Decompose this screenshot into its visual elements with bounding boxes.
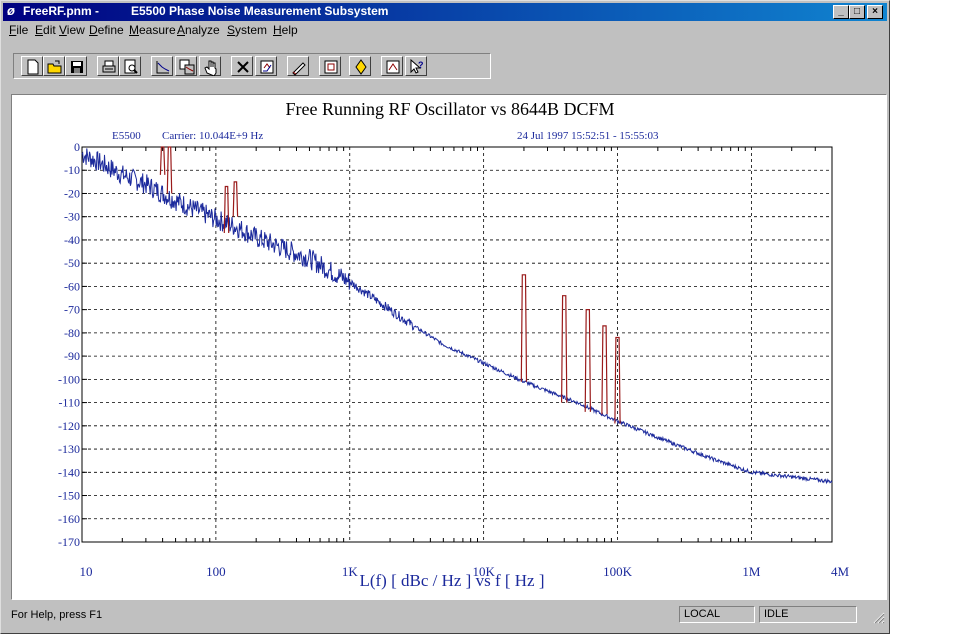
plot-area[interactable]: Free Running RF Oscillator vs 8644B DCFM… [11,94,887,600]
new-button[interactable] [21,56,43,76]
clear-icon [237,61,249,73]
new-icon [27,59,39,75]
graph-button[interactable] [151,56,173,76]
scale-button[interactable] [381,56,403,76]
print-button[interactable] [97,56,119,76]
status-bar: For Help, press F1 LOCAL IDLE [3,604,887,626]
table-button[interactable] [319,56,341,76]
marker-button[interactable] [349,56,371,76]
y-tick-label: -20 [64,186,80,200]
title-bar[interactable]: ø FreeRF.pnm - E5500 Phase Noise Measure… [3,3,887,21]
help-pointer-icon: ? [410,58,424,74]
plot-frame [81,146,833,543]
x-tick-label: 100K [603,564,633,579]
edit-graph-button[interactable] [287,56,309,76]
svg-text:?: ? [418,60,424,70]
y-tick-label: -160 [58,512,80,526]
carrier-label: Carrier: 10.044E+9 Hz [162,130,263,142]
print-preview-icon [124,59,138,74]
y-tick-label: 0 [74,140,80,154]
pan-hand-icon [204,60,217,76]
menu-bar: File Edit View Define Measure Analyze System He… [3,21,887,39]
spur-mark [166,146,173,194]
y-tick-label: -130 [58,442,80,456]
y-tick-label: -50 [64,256,80,270]
instrument-label: E5500 [112,130,141,142]
menu-define[interactable]: Define [89,23,124,37]
status-state: IDLE [759,606,857,623]
y-tick-label: -10 [64,163,80,177]
toolbar-frame [13,53,491,79]
phase-noise-chart: Free Running RF Oscillator vs 8644B DCFM… [58,99,850,590]
menu-edit[interactable]: Edit [35,23,56,37]
print-preview-button[interactable] [119,56,141,76]
y-tick-label: -170 [58,535,80,549]
spur-mark [159,146,166,175]
menu-view[interactable]: View [59,23,85,37]
save-button[interactable] [65,56,87,76]
help-pointer-button[interactable]: ? [405,56,427,76]
copy-graph-icon [179,59,195,75]
chart-title: Free Running RF Oscillator vs 8644B DCFM [285,99,614,119]
x-tick-label: 1M [742,564,761,579]
graph-icon [156,61,170,74]
toolbar: ? [3,41,887,93]
x-tick-label: 4M [831,564,850,579]
x-tick-label: 10 [80,564,93,579]
copy-graph-button[interactable] [175,56,197,76]
open-icon [47,60,62,74]
menu-file[interactable]: File [9,23,29,37]
y-tick-label: -30 [64,210,80,224]
spur-mark [561,295,568,403]
spur-mark [614,336,621,424]
y-tick-label: -110 [58,396,80,410]
x-tick-label: 100 [206,564,226,579]
marker-icon [355,59,367,75]
x-tick-label: 1K [342,564,359,579]
close-button[interactable]: × [867,5,883,19]
spur-mark [223,185,230,234]
x-tick-label: 10K [472,564,495,579]
y-tick-label: -70 [64,303,80,317]
save-icon [71,61,83,73]
edit-graph-icon [292,62,306,76]
menu-measure[interactable]: Measure [129,23,176,37]
spur-mark [584,309,591,412]
clear-button[interactable] [231,56,253,76]
status-help-text: For Help, press F1 [11,609,103,621]
maximize-button[interactable]: □ [849,5,865,19]
window-app-title: E5500 Phase Noise Measurement Subsystem [131,4,389,18]
application-window: ø FreeRF.pnm - E5500 Phase Noise Measure… [0,0,890,634]
spur-mark [601,325,608,415]
y-tick-label: -80 [64,326,80,340]
resize-grip-icon[interactable] [871,610,885,624]
spur-mark [232,181,239,217]
y-tick-label: -90 [64,349,80,363]
pan-hand-button[interactable] [199,56,221,76]
refresh-icon [260,60,274,74]
table-icon [324,60,338,74]
y-tick-label: -60 [64,279,80,293]
status-mode: LOCAL [679,606,755,623]
y-tick-label: -100 [58,372,80,386]
print-icon [102,60,116,73]
app-icon[interactable]: ø [7,3,15,18]
open-button[interactable] [43,56,65,76]
minimize-button[interactable]: _ [833,5,849,19]
refresh-button[interactable] [255,56,277,76]
menu-analyze[interactable]: Analyze [177,23,220,37]
menu-system[interactable]: System [227,23,268,37]
y-tick-label: -120 [58,419,80,433]
x-axis-label: L(f) [ dBc / Hz ] vs f [ Hz ] [359,571,544,590]
y-tick-label: -40 [64,233,80,247]
timestamp-label: 24 Jul 1997 15:52:51 - 15:55:03 [517,130,659,142]
menu-help[interactable]: Help [273,23,298,37]
noise-trace-series [81,148,833,485]
spur-mark [520,274,528,382]
y-tick-label: -140 [58,465,80,479]
window-file-title: FreeRF.pnm - [23,4,100,18]
scale-icon [386,60,400,74]
y-tick-label: -150 [58,489,80,503]
